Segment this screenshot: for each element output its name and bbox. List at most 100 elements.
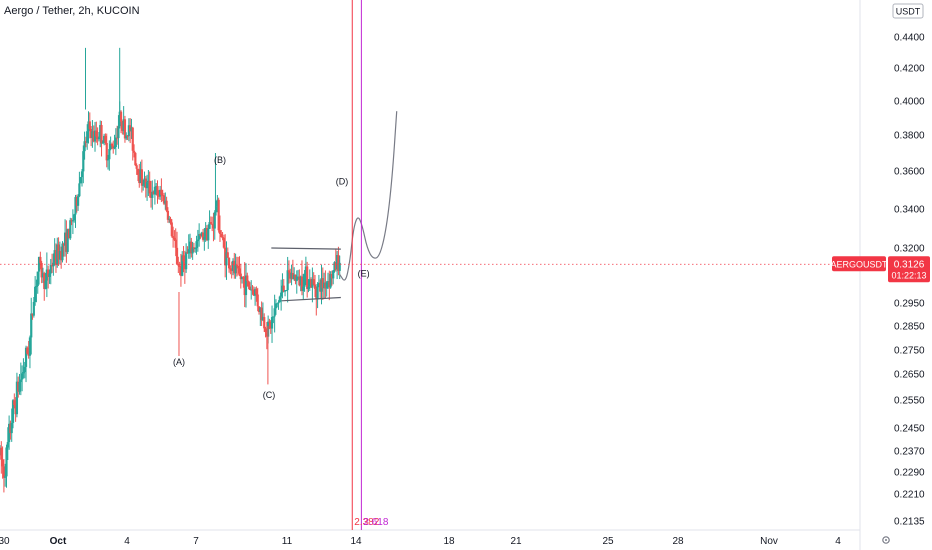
candle-body [140, 169, 143, 186]
candle-body [306, 266, 309, 289]
candle-body [1, 459, 4, 467]
candle-body [169, 218, 172, 223]
candle-body [109, 143, 112, 150]
candle-body [182, 255, 185, 262]
candle-body [129, 125, 132, 132]
price-tick-label: 0.3400 [894, 205, 925, 216]
triangle-pattern [271, 247, 341, 302]
candle-body [239, 273, 242, 280]
fib-label-red: 2.382 [354, 517, 379, 528]
candle-body [93, 130, 97, 142]
candle-body [44, 280, 47, 289]
candle-body [5, 447, 8, 477]
candle-body [328, 281, 331, 288]
candle-body [139, 169, 142, 184]
candle-body [66, 229, 69, 252]
candle-body [22, 372, 25, 374]
candle-body [285, 290, 288, 292]
candle-body [49, 265, 52, 274]
candle-body [217, 199, 220, 231]
time-tick-label: 11 [282, 536, 293, 547]
candle-body [251, 289, 254, 291]
candle-body [324, 282, 327, 289]
wave-label: (C) [263, 390, 276, 400]
candle-body [152, 191, 155, 195]
candle-body [183, 261, 186, 270]
candle-body [48, 273, 51, 277]
price-tick-label: 0.3600 [894, 167, 925, 178]
candle-body [242, 276, 245, 279]
candle-body [40, 262, 43, 278]
candle-body [323, 282, 326, 289]
candle-body [280, 292, 283, 297]
candle-body [31, 313, 34, 316]
triangle-lower-line[interactable] [281, 296, 341, 302]
chart-title: Aergo / Tether, 2h, KUCOIN [4, 5, 140, 17]
candle-body [116, 137, 119, 139]
candle-body [229, 268, 232, 270]
candle-body [156, 186, 159, 196]
candle-body [181, 255, 184, 276]
candle-body [291, 272, 294, 280]
candle-body [71, 220, 74, 222]
time-tick-label: 30 [0, 536, 10, 547]
candle-body [216, 199, 219, 207]
price-tick-label: 0.2370 [894, 447, 925, 458]
candle-body [199, 234, 202, 236]
candle-body [237, 265, 240, 269]
candle-body [35, 286, 38, 288]
candle-body [21, 373, 24, 380]
annotations-layer: (A) (B) (C) (D) (E) [173, 155, 370, 400]
projection-curve[interactable] [339, 111, 398, 281]
candle-body [312, 279, 315, 285]
candle-body [4, 476, 7, 478]
currency-button[interactable]: USDT [892, 3, 924, 19]
candle-body [319, 282, 322, 292]
price-tick-label: 0.2750 [894, 346, 925, 357]
candle-body [321, 278, 324, 289]
candle-body [283, 290, 287, 292]
candle-body [11, 400, 15, 423]
candle-body [172, 236, 175, 238]
candle-body [58, 251, 61, 260]
candle-body [104, 135, 107, 144]
candle-body [214, 206, 218, 213]
candle-body [75, 197, 78, 206]
candle-body [13, 400, 16, 406]
candle-body [212, 224, 215, 229]
current-price-value: 0.3126 [894, 259, 925, 270]
candle-body [235, 265, 238, 267]
candle-body [87, 121, 90, 132]
candle-body [164, 200, 167, 204]
candle-body [213, 212, 216, 229]
candle-body [231, 260, 235, 272]
candle-body [166, 210, 170, 220]
gear-icon[interactable] [882, 536, 890, 544]
candle-body [185, 252, 188, 270]
candle-body [336, 255, 339, 270]
candle-body [27, 353, 30, 356]
candle-body [272, 316, 275, 318]
candle-body [45, 269, 48, 281]
candle-body [333, 262, 336, 271]
time-tick-label: 4 [835, 536, 841, 547]
candles-layer [0, 47, 341, 493]
candle-body [178, 265, 181, 267]
candle-body [86, 131, 89, 143]
candle-body [113, 146, 116, 149]
candle-body [265, 332, 268, 337]
candle-body [260, 307, 263, 321]
price-tick-label: 0.2135 [894, 517, 925, 528]
candle-body [8, 423, 11, 443]
candle-body [114, 137, 117, 147]
candle-body [190, 241, 193, 254]
triangle-upper-line[interactable] [271, 247, 341, 250]
candle-body [160, 189, 163, 196]
candle-body [204, 227, 207, 237]
candle-body [218, 230, 222, 234]
candle-body [234, 265, 237, 274]
candle-body [103, 135, 106, 143]
candle-body [121, 121, 124, 131]
candle-body [225, 252, 228, 266]
